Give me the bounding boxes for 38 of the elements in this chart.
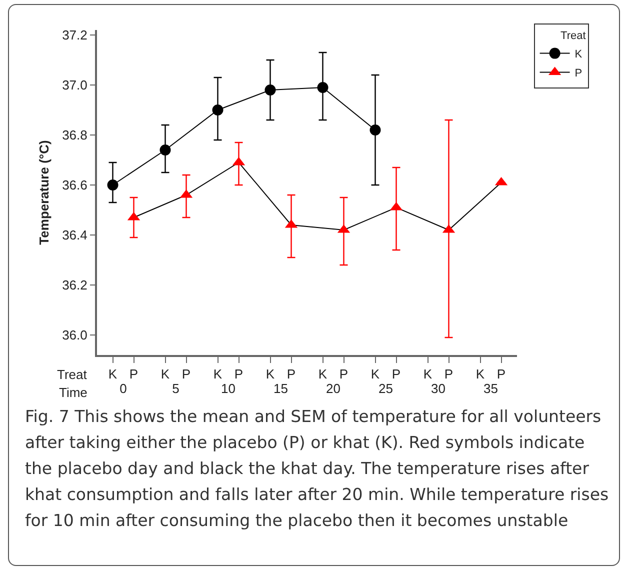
y-tick-label: 36.6 <box>62 178 88 193</box>
y-tick-label: 37.2 <box>62 28 88 43</box>
x-tick-label: P <box>286 366 296 382</box>
x-tick-label: P <box>339 366 348 382</box>
x-tick-label: K <box>476 366 485 382</box>
legend-label: P <box>574 68 582 80</box>
x2-tick-label: 30 <box>431 381 446 396</box>
x-tick-label: P <box>392 366 401 382</box>
legend-title: Treat <box>560 30 586 42</box>
x-tick-label: K <box>370 366 380 382</box>
x-tick-label: P <box>496 366 506 382</box>
y-tick-label: 36.2 <box>62 278 88 293</box>
x-tick-label: K <box>318 366 328 382</box>
y-axis-title: Temperature (°C) <box>36 140 52 245</box>
legend-label: K <box>574 48 583 61</box>
x-tick-label: P <box>444 366 454 382</box>
x-tick-label: K <box>160 366 170 382</box>
x2-tick-label: 10 <box>221 381 236 396</box>
x2-tick-label: 20 <box>326 381 340 396</box>
x2-tick-label: 0 <box>120 381 127 396</box>
x2-tick-label: 25 <box>378 381 393 396</box>
x2-tick-label: 15 <box>274 381 288 396</box>
x2-tick-label: 5 <box>172 381 180 396</box>
x-tick-label: K <box>423 366 432 382</box>
y-tick-label: 36.4 <box>62 228 88 243</box>
x-tick-label: P <box>234 366 244 382</box>
x-tick-label: P <box>129 366 138 382</box>
x-tick-label: K <box>213 366 222 382</box>
x-tick-label: P <box>182 366 191 382</box>
x-axis-title: Treat <box>57 367 88 382</box>
x2-axis-title: Time <box>59 385 88 400</box>
x2-tick-label: 35 <box>484 381 498 396</box>
x-tick-label: K <box>266 366 275 382</box>
x-tick-label: K <box>108 366 118 382</box>
y-tick-label: 37.0 <box>62 78 88 93</box>
caption: Fig. 7 This shows the mean and SEM of temperature for all volunteers after taking either the placebo (P) or khat (K). Red symbols indicate the placebo day and black the khat day. The temperature rises after khat consumption and falls later after 20 min. While temperature rises for 10 min after consuming the placebo then it becomes unstable <box>25 406 610 532</box>
y-tick-label: 36.8 <box>62 128 88 143</box>
y-tick-label: 36.0 <box>62 328 88 343</box>
